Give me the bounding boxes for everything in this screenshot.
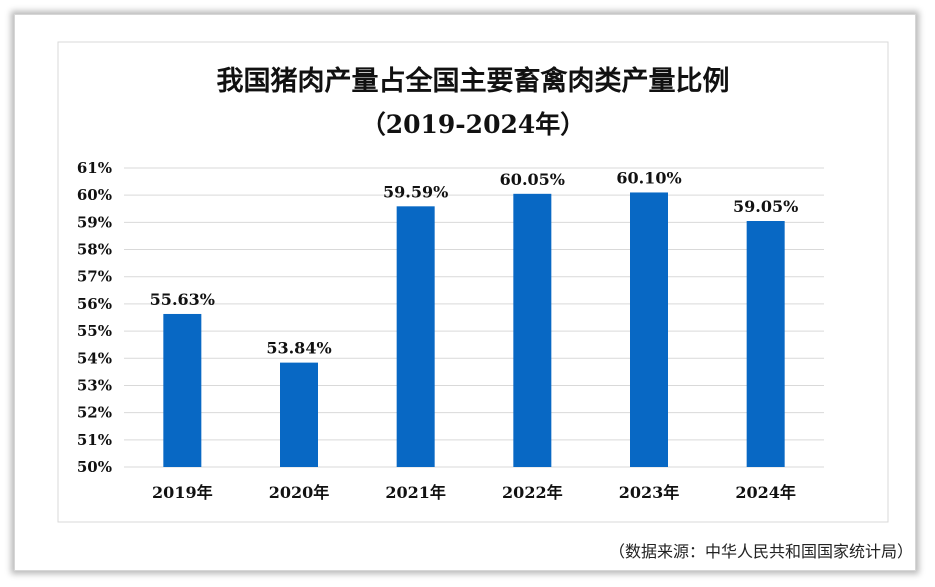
y-tick-label: 61%	[77, 159, 112, 177]
source-note: （数据来源：中华人民共和国国家统计局）	[608, 542, 913, 561]
chart-subtitle: （2019-2024年）	[361, 110, 586, 139]
y-tick-label: 56%	[77, 295, 112, 313]
x-tick-label: 2019年	[152, 483, 213, 502]
y-tick-label: 59%	[77, 213, 112, 231]
bars	[163, 192, 785, 468]
bar	[163, 313, 202, 467]
y-tick-label: 52%	[77, 404, 112, 422]
bar	[396, 206, 435, 468]
y-tick-label: 58%	[77, 241, 112, 259]
y-tick-label: 53%	[77, 376, 112, 394]
bar	[746, 221, 785, 467]
y-tick-label: 57%	[77, 268, 112, 286]
data-label: 53.84%	[266, 339, 331, 358]
data-labels: 55.63% 53.84% 59.59% 60.05% 60.10% 59.05%	[150, 168, 799, 357]
data-label: 60.05%	[500, 170, 565, 189]
x-tick-label: 2023年	[619, 483, 680, 502]
x-tick-label: 2020年	[269, 483, 330, 502]
data-label: 60.10%	[616, 168, 681, 187]
x-tick-label: 2022年	[502, 483, 563, 502]
y-tick-label: 55%	[77, 322, 112, 340]
chart-title: 我国猪肉产量占全国主要畜禽肉类产量比例	[217, 65, 730, 97]
y-tick-label: 51%	[77, 431, 112, 449]
y-tick-label: 50%	[77, 458, 112, 476]
gridlines	[124, 167, 824, 468]
bar	[630, 192, 668, 468]
y-tick-label: 54%	[77, 349, 112, 367]
y-tick-label: 60%	[77, 186, 112, 204]
x-tick-label: 2021年	[385, 483, 446, 502]
bar	[280, 362, 318, 467]
bar	[513, 193, 552, 467]
x-axis: 2019年 2020年 2021年 2022年 2023年 2024年	[152, 483, 796, 502]
data-label: 55.63%	[150, 290, 215, 309]
y-axis: 50% 51% 52% 53% 54% 55% 56% 57% 58% 59% 60% 61%	[77, 159, 112, 476]
data-label: 59.59%	[383, 182, 448, 201]
data-label: 59.05%	[733, 197, 798, 216]
x-tick-label: 2024年	[735, 483, 796, 502]
